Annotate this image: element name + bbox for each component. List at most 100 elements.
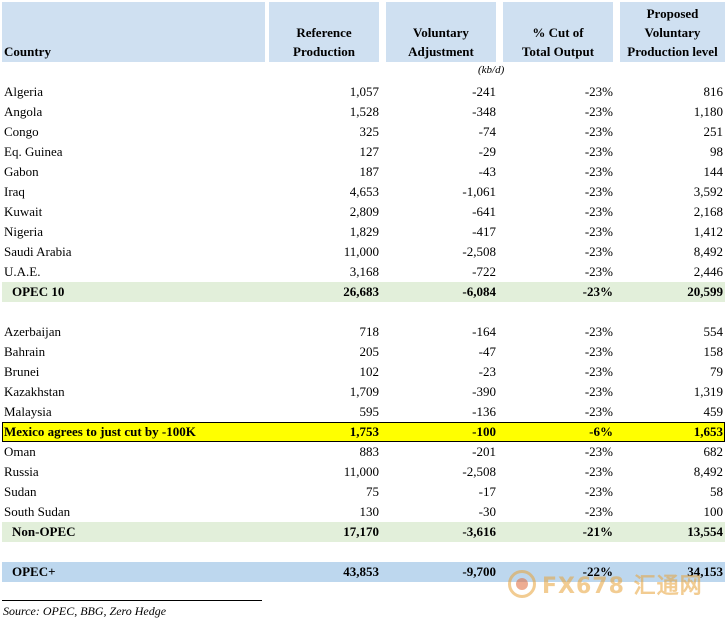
adjustment-cell: -136 <box>472 404 496 419</box>
spacer-row <box>2 302 725 322</box>
cut-cell: -23% <box>584 184 613 199</box>
country-cell: Russia <box>4 464 39 479</box>
table-row: Eq. Guinea 127 -29 -23% 98 <box>2 142 725 162</box>
cut-cell: -6% <box>589 424 613 439</box>
reference-cell: 26,683 <box>343 284 379 299</box>
subtotal-row: Non-OPEC 17,170 -3,616 -21% 13,554 <box>2 522 725 542</box>
reference-cell: 130 <box>359 504 380 519</box>
country-cell: Kazakhstan <box>4 384 65 399</box>
table-header: Country Reference Production Voluntary A… <box>2 2 725 62</box>
adjustment-cell: -417 <box>472 224 496 239</box>
adjustment-cell: -641 <box>472 204 496 219</box>
country-cell: Nigeria <box>4 224 43 239</box>
watermark: FX678 汇通网 <box>508 568 703 600</box>
cut-cell: -23% <box>584 104 613 119</box>
header-proposed: Proposed Voluntary Production level <box>620 2 725 62</box>
reference-cell: 1,057 <box>349 84 379 99</box>
proposed-cell: 682 <box>703 444 724 459</box>
proposed-cell: 8,492 <box>693 464 723 479</box>
country-cell: Malaysia <box>4 404 52 419</box>
table-row: Russia 11,000 -2,508 -23% 8,492 <box>2 462 725 482</box>
country-cell: Eq. Guinea <box>4 144 63 159</box>
table-row: Saudi Arabia 11,000 -2,508 -23% 8,492 <box>2 242 725 262</box>
adjustment-cell: -43 <box>478 164 496 179</box>
source-divider <box>2 600 262 601</box>
proposed-cell: 13,554 <box>687 524 723 539</box>
table-row: Azerbaijan 718 -164 -23% 554 <box>2 322 725 342</box>
proposed-cell: 1,653 <box>693 424 723 439</box>
table-row: Oman 883 -201 -23% 682 <box>2 442 725 462</box>
reference-cell: 205 <box>359 344 380 359</box>
cut-cell: -23% <box>584 404 613 419</box>
cut-cell: -23% <box>584 444 613 459</box>
proposed-cell: 1,412 <box>693 224 723 239</box>
country-cell: Angola <box>4 104 43 119</box>
proposed-cell: 58 <box>710 484 723 499</box>
table-row: Brunei 102 -23 -23% 79 <box>2 362 725 382</box>
reference-cell: 102 <box>359 364 380 379</box>
cut-cell: -21% <box>582 524 613 539</box>
adjustment-cell: -1,061 <box>462 184 496 199</box>
table-row: Kuwait 2,809 -641 -23% 2,168 <box>2 202 725 222</box>
cut-cell: -23% <box>584 224 613 239</box>
header-cut-line2: Total Output <box>521 44 595 59</box>
header-adjustment-label: Voluntary Adjustment <box>408 23 474 61</box>
proposed-cell: 20,599 <box>687 284 723 299</box>
proposed-cell: 459 <box>703 404 724 419</box>
header-proposed-line1: Proposed <box>646 6 699 21</box>
table-row: Algeria 1,057 -241 -23% 816 <box>2 82 725 102</box>
reference-cell: 2,809 <box>349 204 379 219</box>
adjustment-cell: -6,084 <box>462 284 496 299</box>
country-cell: Azerbaijan <box>4 324 62 339</box>
cut-cell: -23% <box>582 284 613 299</box>
reference-cell: 17,170 <box>343 524 379 539</box>
header-adjustment: Voluntary Adjustment <box>386 2 496 62</box>
proposed-cell: 79 <box>710 364 723 379</box>
adjustment-cell: -9,700 <box>462 564 496 579</box>
country-cell: Gabon <box>4 164 39 179</box>
reference-cell: 1,528 <box>349 104 379 119</box>
proposed-cell: 816 <box>703 84 724 99</box>
proposed-cell: 8,492 <box>693 244 723 259</box>
country-cell: Bahrain <box>4 344 46 359</box>
adjustment-cell: -201 <box>472 444 496 459</box>
proposed-cell: 144 <box>703 164 724 179</box>
header-proposed-line3: Production level <box>627 44 718 59</box>
header-proposed-label: Proposed Voluntary Production level <box>627 4 717 61</box>
adjustment-cell: -30 <box>478 504 496 519</box>
proposed-cell: 3,592 <box>693 184 723 199</box>
country-cell: Non-OPEC <box>12 524 76 539</box>
country-cell: Sudan <box>4 484 37 499</box>
table-row: Bahrain 205 -47 -23% 158 <box>2 342 725 362</box>
country-cell: OPEC 10 <box>12 284 65 299</box>
cut-cell: -23% <box>584 244 613 259</box>
proposed-cell: 1,319 <box>693 384 723 399</box>
table-row: South Sudan 130 -30 -23% 100 <box>2 502 725 522</box>
cut-cell: -23% <box>584 264 613 279</box>
fx678-logo-icon <box>508 570 536 598</box>
reference-cell: 595 <box>359 404 380 419</box>
table-row: Sudan 75 -17 -23% 58 <box>2 482 725 502</box>
reference-cell: 11,000 <box>343 244 379 259</box>
subtotal-row: OPEC 10 26,683 -6,084 -23% 20,599 <box>2 282 725 302</box>
header-reference-line2: Production <box>293 44 355 59</box>
adjustment-cell: -17 <box>478 484 496 499</box>
header-adjustment-line1: Voluntary <box>413 25 469 40</box>
country-cell: Oman <box>4 444 36 459</box>
country-cell: Saudi Arabia <box>4 244 72 259</box>
reference-cell: 187 <box>359 164 380 179</box>
reference-cell: 718 <box>359 324 380 339</box>
cut-cell: -23% <box>584 384 613 399</box>
country-cell: Brunei <box>4 364 40 379</box>
spacer-row <box>2 542 725 562</box>
proposed-cell: 251 <box>703 124 724 139</box>
reference-cell: 1,709 <box>349 384 379 399</box>
adjustment-cell: -164 <box>472 324 496 339</box>
cut-cell: -23% <box>584 84 613 99</box>
cut-cell: -23% <box>584 324 613 339</box>
country-cell: Congo <box>4 124 39 139</box>
adjustment-cell: -23 <box>478 364 496 379</box>
country-cell: Algeria <box>4 84 43 99</box>
proposed-cell: 2,168 <box>693 204 723 219</box>
country-cell: South Sudan <box>4 504 71 519</box>
